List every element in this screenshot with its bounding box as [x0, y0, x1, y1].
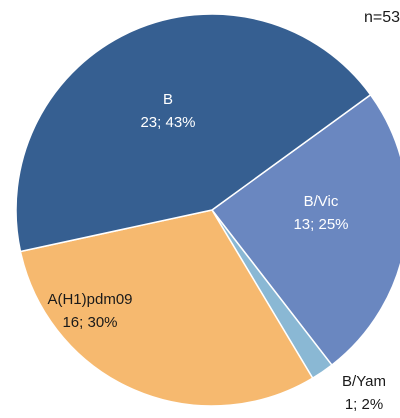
slice-value-b: 23; 43% [140, 114, 195, 131]
slice-name-b-yam: B/Yam [342, 373, 386, 390]
pie-slice-b [15, 13, 372, 253]
slice-name-b: B [163, 91, 173, 108]
pie-slice-a-h1-pdm09 [19, 209, 314, 407]
slice-value-a-h1-pdm09: 16; 30% [62, 314, 117, 331]
slice-labels: B 23; 43% B/Vic 13; 25% B/Yam 1; 2% A(H1)pdm09… [47, 91, 385, 413]
slice-value-b-yam: 1; 2% [345, 396, 383, 413]
pie-slice-b-vic [210, 93, 400, 367]
pie-slices [15, 13, 400, 407]
sample-size-label: n=53 [363, 9, 400, 26]
slice-name-a-h1-pdm09: A(H1)pdm09 [47, 291, 132, 308]
slice-name-b-vic: B/Vic [304, 193, 339, 210]
slice-value-b-vic: 13; 25% [293, 216, 348, 233]
